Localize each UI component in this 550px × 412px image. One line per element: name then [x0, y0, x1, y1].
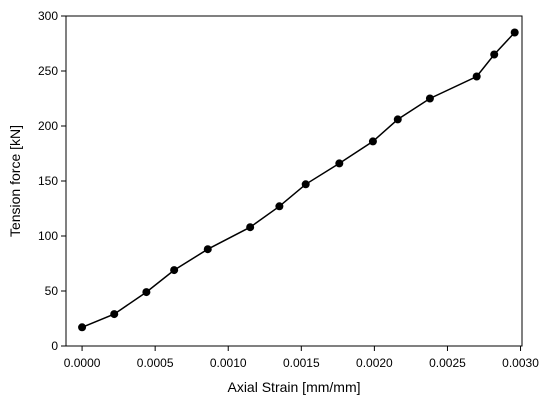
y-tick-label: 200 [38, 119, 58, 133]
data-point [368, 137, 377, 146]
data-point [203, 245, 212, 254]
x-tick-label: 0.0025 [429, 356, 466, 370]
x-tick-label: 0.0030 [502, 356, 539, 370]
y-tick-label: 100 [38, 229, 58, 243]
data-point [142, 288, 151, 297]
data-point [246, 223, 255, 232]
data-point [170, 266, 179, 275]
y-tick-label: 300 [38, 9, 58, 23]
data-point [425, 94, 434, 103]
x-tick-label: 0.0015 [283, 356, 320, 370]
data-line [81, 31, 516, 328]
data-point [110, 310, 119, 319]
data-point [490, 50, 499, 59]
data-point [335, 159, 344, 168]
x-tick-label: 0.0010 [210, 356, 247, 370]
data-point [472, 72, 481, 81]
y-axis-title: Tension force [kN] [7, 125, 23, 237]
y-tick-label: 250 [38, 64, 58, 78]
y-tick-label: 50 [45, 284, 59, 298]
plot-frame [65, 15, 523, 347]
x-tick-label: 0.0000 [64, 356, 101, 370]
y-tick-label: 150 [38, 174, 58, 188]
data-point [275, 202, 284, 211]
x-tick-label: 0.0020 [356, 356, 393, 370]
data-point [301, 180, 310, 189]
x-tick-label: 0.0005 [137, 356, 174, 370]
data-point [510, 28, 519, 37]
data-point [393, 115, 402, 124]
y-tick-label: 0 [51, 339, 58, 353]
x-axis-title: Axial Strain [mm/mm] [227, 379, 360, 395]
data-point [78, 323, 87, 332]
